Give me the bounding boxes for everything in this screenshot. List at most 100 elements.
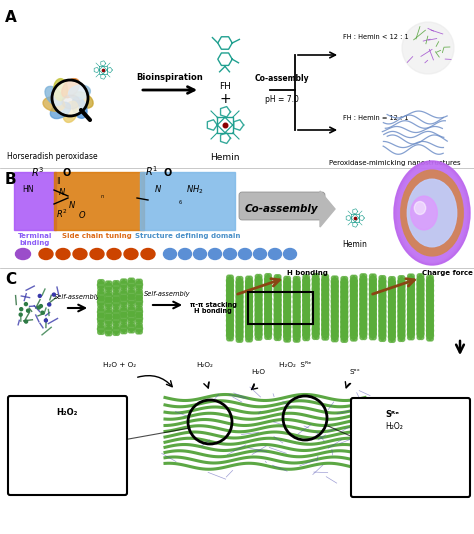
Circle shape bbox=[322, 306, 329, 313]
Circle shape bbox=[255, 274, 259, 279]
Circle shape bbox=[296, 323, 300, 327]
Circle shape bbox=[312, 289, 317, 293]
Circle shape bbox=[341, 332, 345, 336]
Circle shape bbox=[236, 277, 240, 281]
Circle shape bbox=[398, 288, 405, 295]
Circle shape bbox=[255, 301, 262, 308]
Circle shape bbox=[130, 295, 135, 300]
Circle shape bbox=[322, 319, 326, 324]
Circle shape bbox=[248, 282, 252, 287]
Circle shape bbox=[419, 335, 424, 340]
Circle shape bbox=[293, 288, 300, 295]
Circle shape bbox=[350, 277, 357, 284]
Circle shape bbox=[382, 311, 386, 315]
Circle shape bbox=[379, 331, 383, 335]
Circle shape bbox=[255, 321, 262, 328]
Circle shape bbox=[255, 281, 262, 288]
Circle shape bbox=[379, 323, 386, 329]
Circle shape bbox=[312, 276, 319, 282]
Circle shape bbox=[389, 292, 393, 296]
Circle shape bbox=[246, 281, 250, 285]
Circle shape bbox=[370, 326, 374, 330]
Circle shape bbox=[113, 317, 120, 324]
Circle shape bbox=[236, 321, 240, 326]
Circle shape bbox=[305, 320, 310, 324]
Circle shape bbox=[360, 290, 367, 297]
Circle shape bbox=[382, 332, 386, 336]
Circle shape bbox=[322, 326, 326, 330]
Circle shape bbox=[238, 288, 243, 292]
Circle shape bbox=[370, 311, 374, 315]
Circle shape bbox=[255, 331, 262, 339]
Circle shape bbox=[115, 325, 119, 329]
Text: Self-assembly: Self-assembly bbox=[54, 294, 100, 300]
Circle shape bbox=[246, 293, 253, 300]
Circle shape bbox=[105, 325, 109, 329]
Circle shape bbox=[391, 338, 395, 342]
Circle shape bbox=[108, 332, 112, 336]
Circle shape bbox=[255, 296, 262, 303]
Circle shape bbox=[293, 303, 300, 310]
Circle shape bbox=[331, 333, 336, 337]
Circle shape bbox=[238, 317, 243, 321]
Polygon shape bbox=[320, 191, 335, 227]
Circle shape bbox=[427, 300, 431, 304]
Circle shape bbox=[274, 274, 279, 279]
Circle shape bbox=[350, 320, 355, 325]
Circle shape bbox=[343, 313, 347, 317]
Circle shape bbox=[360, 276, 367, 282]
Circle shape bbox=[255, 326, 262, 333]
Circle shape bbox=[25, 320, 27, 323]
Circle shape bbox=[410, 324, 414, 328]
Circle shape bbox=[246, 296, 250, 300]
Circle shape bbox=[128, 295, 132, 300]
Circle shape bbox=[419, 325, 424, 329]
Circle shape bbox=[274, 326, 279, 331]
Circle shape bbox=[265, 328, 269, 333]
Circle shape bbox=[429, 327, 433, 331]
Circle shape bbox=[343, 288, 347, 292]
Circle shape bbox=[353, 290, 357, 294]
Circle shape bbox=[130, 329, 135, 333]
Circle shape bbox=[322, 296, 326, 300]
Circle shape bbox=[341, 293, 345, 297]
Circle shape bbox=[429, 307, 433, 311]
Circle shape bbox=[322, 286, 329, 293]
Circle shape bbox=[293, 323, 298, 327]
Circle shape bbox=[350, 317, 355, 321]
Circle shape bbox=[123, 319, 127, 324]
Circle shape bbox=[305, 292, 310, 296]
Circle shape bbox=[120, 296, 125, 300]
Circle shape bbox=[138, 313, 142, 317]
Circle shape bbox=[138, 323, 142, 327]
Circle shape bbox=[343, 281, 347, 286]
Circle shape bbox=[108, 315, 112, 319]
Circle shape bbox=[246, 318, 250, 322]
Circle shape bbox=[324, 324, 328, 328]
Circle shape bbox=[401, 296, 405, 300]
Circle shape bbox=[312, 313, 317, 318]
Circle shape bbox=[427, 302, 434, 309]
Text: $\|$: $\|$ bbox=[56, 175, 61, 186]
Circle shape bbox=[238, 318, 243, 323]
Circle shape bbox=[350, 292, 355, 296]
Circle shape bbox=[258, 309, 262, 313]
Circle shape bbox=[410, 284, 414, 288]
Circle shape bbox=[296, 301, 300, 305]
Circle shape bbox=[130, 322, 135, 326]
Circle shape bbox=[379, 322, 383, 326]
Circle shape bbox=[303, 305, 307, 309]
Circle shape bbox=[429, 332, 433, 336]
Circle shape bbox=[372, 331, 376, 335]
Circle shape bbox=[246, 331, 250, 335]
Circle shape bbox=[315, 330, 319, 334]
Circle shape bbox=[398, 303, 405, 310]
Circle shape bbox=[427, 305, 431, 309]
Circle shape bbox=[334, 303, 338, 307]
Circle shape bbox=[105, 315, 109, 319]
Circle shape bbox=[379, 332, 383, 336]
Circle shape bbox=[227, 290, 231, 294]
Circle shape bbox=[227, 325, 231, 329]
Circle shape bbox=[303, 296, 307, 301]
Circle shape bbox=[353, 332, 357, 336]
